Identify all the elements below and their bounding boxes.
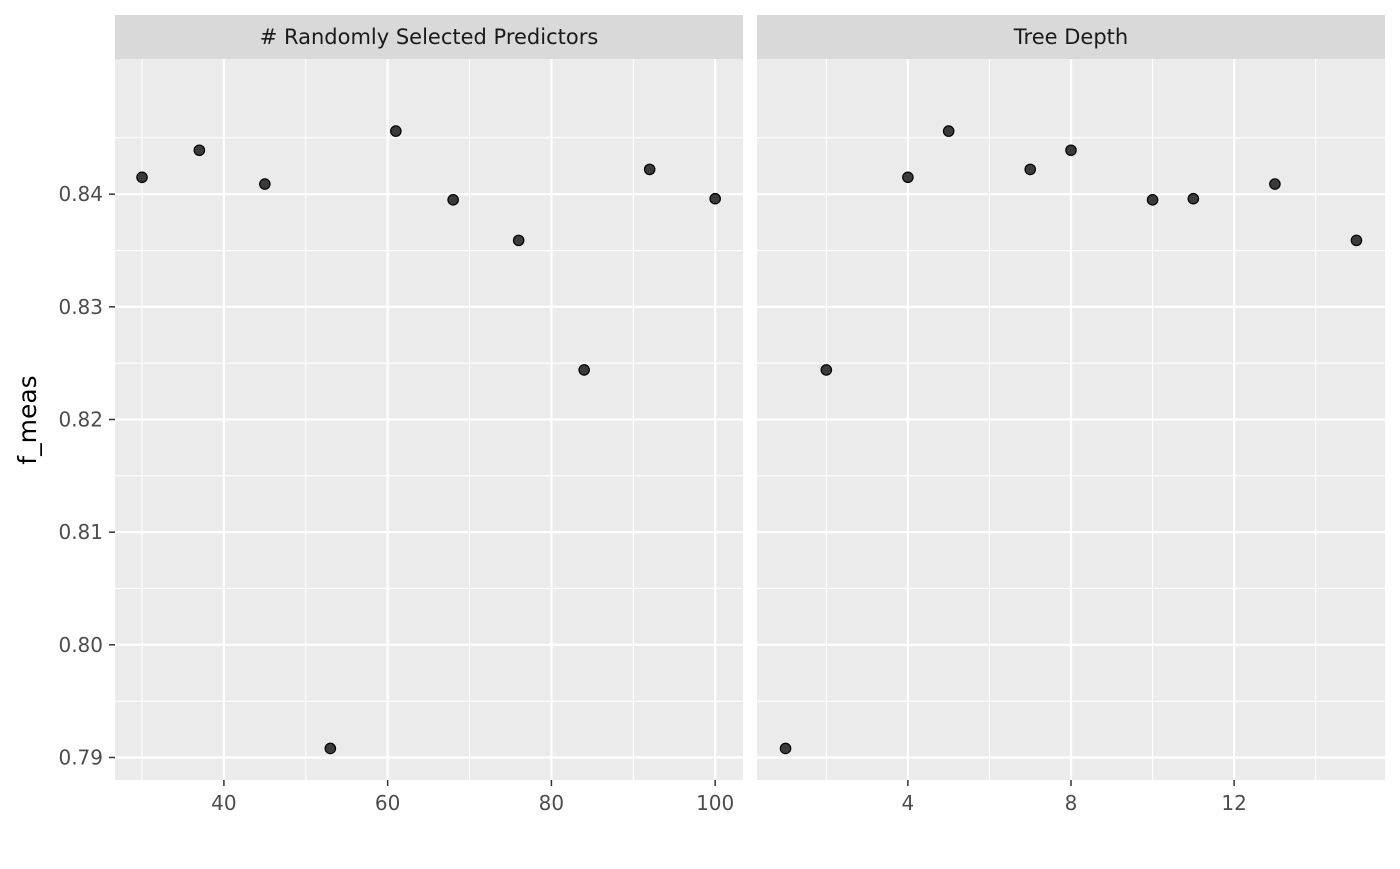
facet-strip (757, 15, 1385, 59)
data-point (942, 125, 955, 137)
x-tick-label: 60 (375, 791, 400, 815)
facet-strip-label: # Randomly Selected Predictors (260, 25, 599, 49)
y-tick-label: 0.79 (58, 745, 103, 769)
x-tick-label: 4 (902, 791, 915, 815)
data-point (512, 234, 525, 247)
data-point (1269, 178, 1281, 190)
data-point (578, 364, 590, 376)
data-point (447, 194, 459, 206)
data-point (259, 178, 271, 190)
data-point (643, 163, 656, 176)
data-point (709, 192, 721, 205)
data-point (390, 125, 402, 137)
data-point (779, 742, 792, 755)
y-tick-label: 0.82 (58, 408, 103, 432)
y-tick-label: 0.83 (58, 295, 103, 319)
data-point (1146, 194, 1159, 206)
data-point (902, 171, 914, 184)
facet-strip (115, 15, 743, 59)
x-tick-label: 80 (539, 791, 564, 815)
data-point (136, 171, 148, 184)
data-point (193, 144, 206, 157)
facet-panel-1: # Randomly Selected Predictors 40 60 80 100 0… (58, 15, 743, 815)
x-tick-label: 100 (696, 791, 734, 815)
x-tick-label: 40 (211, 791, 236, 815)
x-tick-label: 12 (1221, 791, 1246, 815)
facet-panel-2: Tree Depth 4 8 12 (757, 15, 1385, 815)
y-tick-label: 0.80 (58, 633, 103, 657)
data-point (1065, 144, 1077, 157)
data-point (324, 742, 337, 755)
y-axis-title: f_meas (13, 375, 42, 464)
data-point (1350, 234, 1363, 247)
x-tick-label: 8 (1065, 791, 1078, 815)
facet-strip-label: Tree Depth (1013, 25, 1128, 49)
y-tick-label: 0.81 (58, 520, 103, 544)
data-point (1187, 192, 1200, 205)
y-tick-label: 0.84 (58, 182, 103, 206)
data-point (820, 364, 833, 376)
data-point (1024, 163, 1037, 176)
